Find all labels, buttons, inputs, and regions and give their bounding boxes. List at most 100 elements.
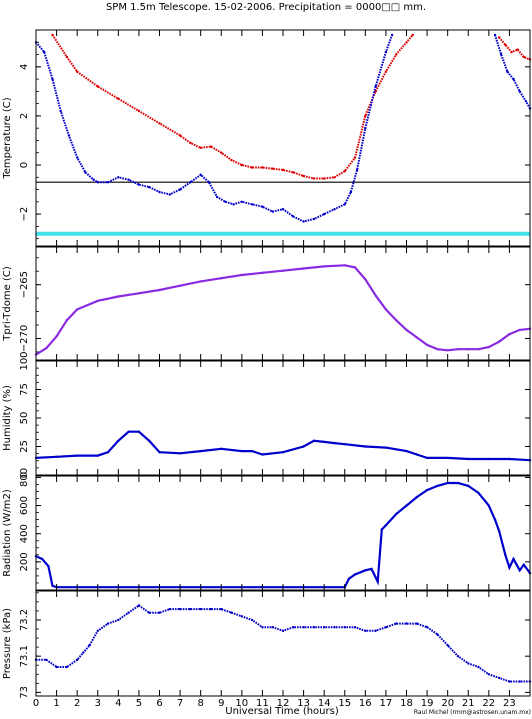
series-1-point	[51, 33, 54, 37]
series-1-point	[189, 607, 192, 611]
series-1-point	[353, 626, 357, 629]
series-1-point	[137, 292, 141, 295]
panel-frame	[35, 475, 531, 591]
series-1-point	[323, 440, 326, 444]
series-1-point	[292, 626, 295, 629]
series-1-point	[487, 504, 490, 507]
series-1-point	[281, 629, 285, 632]
series-2-line	[35, 34, 394, 223]
series-1-point	[415, 622, 418, 625]
series-1-point	[446, 456, 449, 460]
series-1-line	[51, 34, 414, 180]
x-tick-label: 2	[74, 698, 80, 709]
series-1-point	[323, 265, 326, 268]
series-1-point	[374, 294, 377, 297]
series-1-point	[446, 644, 449, 647]
series-1-point	[281, 269, 285, 272]
series-1-point	[436, 484, 439, 488]
series-1-point	[106, 622, 110, 625]
series-1-point	[45, 347, 48, 350]
y-tick-label: 800	[19, 468, 30, 487]
y-tick-label: 73.2	[19, 609, 30, 631]
y-axis-label: Temperature (C)	[2, 97, 13, 179]
series-1-point	[456, 655, 460, 658]
series-1-point	[518, 569, 521, 572]
series-1-point	[353, 156, 357, 159]
series-1-line	[36, 604, 530, 683]
series-1-point	[425, 488, 429, 492]
series-1-point	[497, 676, 501, 680]
series-1-point	[127, 430, 130, 433]
series-1-point	[467, 662, 470, 665]
series-1-point	[240, 273, 243, 277]
series-1-point	[117, 439, 120, 442]
series-1-point	[333, 441, 336, 445]
x-tick-label: 0	[33, 698, 39, 709]
series-2-point	[117, 176, 120, 179]
series-1-point	[456, 348, 460, 351]
series-2-point	[343, 203, 346, 206]
panel-4: 200 400 600 800 Radiation (W/m2)	[2, 468, 532, 591]
series-1-point	[302, 267, 305, 270]
series-1-point	[199, 280, 202, 283]
x-axis-ticks: 0 1 2 3 4 5 6 7 8 9 10 11 12 13 14 15 16 17 18 19 20 21 22 23	[33, 698, 516, 709]
series-1-point	[364, 114, 367, 118]
series-2-point	[148, 185, 151, 189]
x-tick-label: 9	[218, 698, 224, 709]
series-3-point	[510, 50, 513, 54]
series-2-point	[207, 181, 211, 184]
x-tick-label: 16	[359, 698, 372, 709]
series-1-point	[199, 607, 202, 611]
y-tick-label: 200	[19, 552, 30, 571]
series-1-point	[518, 680, 521, 683]
series-1-line	[35, 264, 531, 356]
series-1-point	[55, 335, 58, 338]
series-1-point	[405, 41, 408, 44]
series-1-point	[137, 109, 141, 113]
chart-title: SPM 1.5m Telescope. 15-02-2006. Precipit…	[106, 2, 426, 13]
series-1-point	[436, 633, 439, 636]
series-2-point	[76, 156, 79, 159]
series-2-point	[333, 208, 336, 211]
series-1-point	[281, 168, 285, 172]
series-1-point	[333, 626, 336, 629]
series-2-point	[137, 183, 141, 186]
series-1-point	[467, 484, 470, 488]
series-1-point	[240, 449, 243, 453]
series-1-point	[65, 55, 69, 59]
series-1-point	[292, 171, 295, 174]
series-3-line	[498, 36, 531, 61]
series-1-point	[405, 504, 408, 507]
series-2-point	[384, 50, 388, 54]
series-2-point	[250, 203, 254, 206]
series-4-point	[524, 100, 528, 103]
series-1-point	[312, 626, 316, 629]
series-1-point	[240, 163, 243, 167]
series-2-point	[390, 33, 394, 37]
y-axis-label: Humidity (%)	[2, 385, 13, 451]
series-1-point	[384, 626, 388, 629]
series-1-point	[405, 328, 408, 332]
series-1-point	[477, 491, 480, 495]
series-1-point	[467, 457, 470, 461]
series-1-point	[312, 439, 316, 442]
series-1-point	[96, 629, 100, 632]
series-3-point	[516, 48, 519, 51]
series-1-point	[302, 174, 305, 178]
y-tick-label: 73	[19, 686, 30, 699]
credit-text: Raul Michel (rmm@astrosen.unam.mx)	[414, 709, 531, 716]
series-1-point	[250, 449, 254, 453]
series-2-point	[43, 50, 46, 54]
series-1-point	[497, 529, 501, 533]
x-tick-label: 20	[441, 698, 454, 709]
series-1-point	[425, 456, 429, 460]
series-1-point	[148, 439, 151, 442]
series-1-point	[312, 177, 316, 180]
series-1-point	[508, 333, 511, 336]
series-1-point	[45, 658, 48, 661]
series-1-point	[137, 604, 141, 607]
y-axis-label: Radiation (W/m2)	[2, 489, 13, 577]
series-1-point	[117, 618, 120, 622]
panel-2: −270 −265 Tpri-Tdome (C)	[2, 246, 532, 361]
